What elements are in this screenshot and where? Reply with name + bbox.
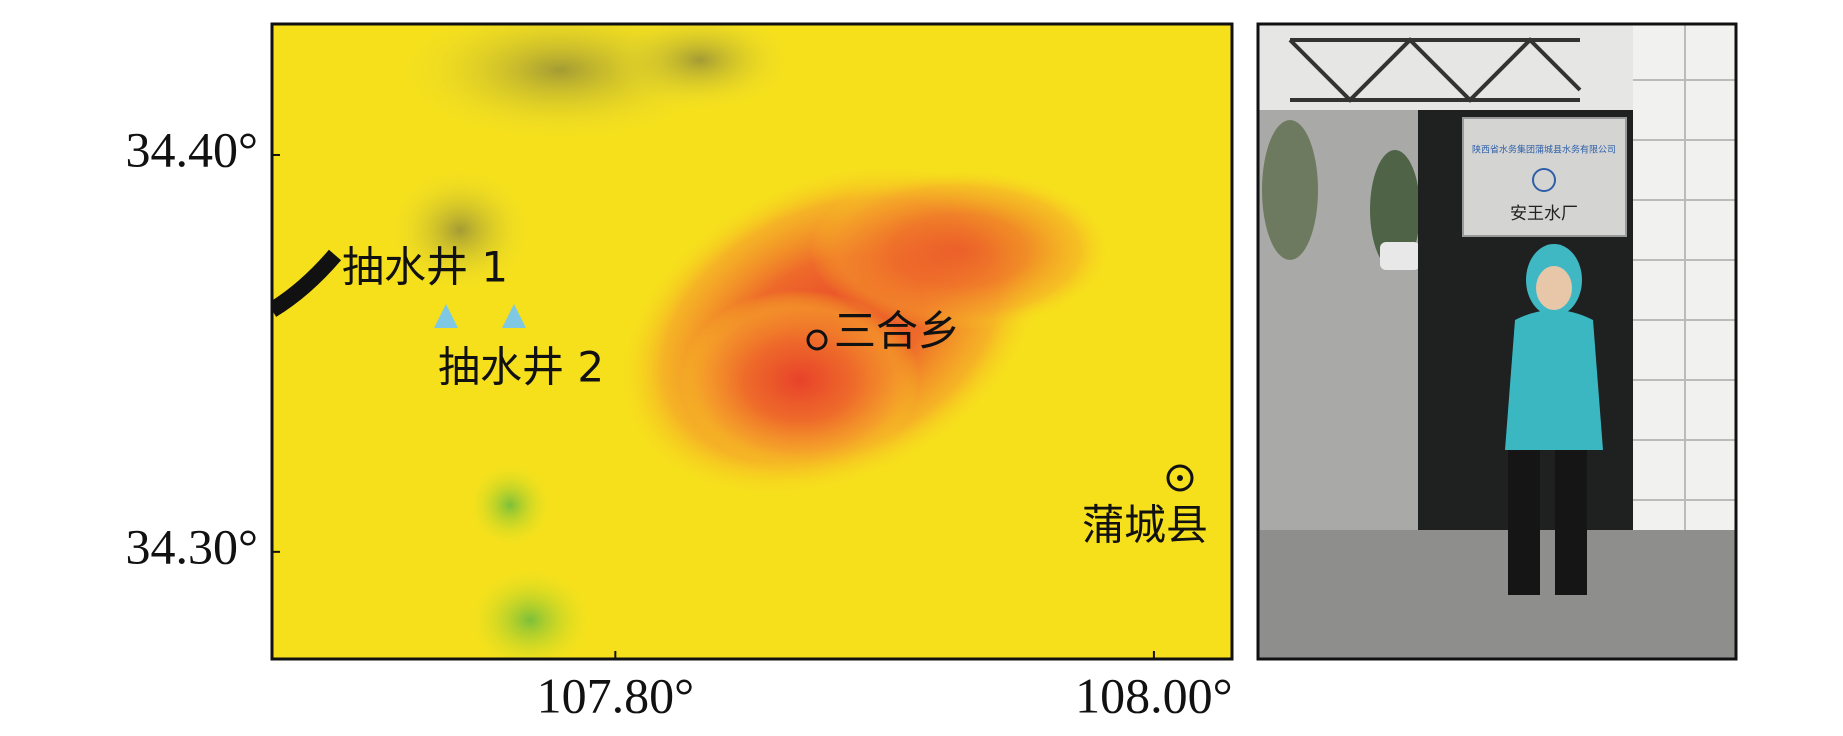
place-label: 三合乡 (834, 307, 960, 356)
y-tick-label: 34.40° (126, 121, 259, 177)
sign-text: 陕西省水务集团蒲城县水务有限公司 (1472, 144, 1616, 156)
y-tick-label: 34.30° (126, 518, 259, 574)
heatmap (272, 24, 1232, 659)
photo: 陕西省水务集团蒲城县水务有限公司 安王水厂 (1258, 24, 1736, 659)
x-tick-label: 108.00° (1075, 667, 1233, 723)
place-label: 蒲城县 (1082, 501, 1208, 550)
place-label: 抽水井 1 (342, 243, 508, 292)
place-label: 抽水井 2 (438, 343, 604, 392)
sign-text: 安王水厂 (1510, 204, 1578, 224)
x-tick-label: 107.80° (537, 667, 695, 723)
